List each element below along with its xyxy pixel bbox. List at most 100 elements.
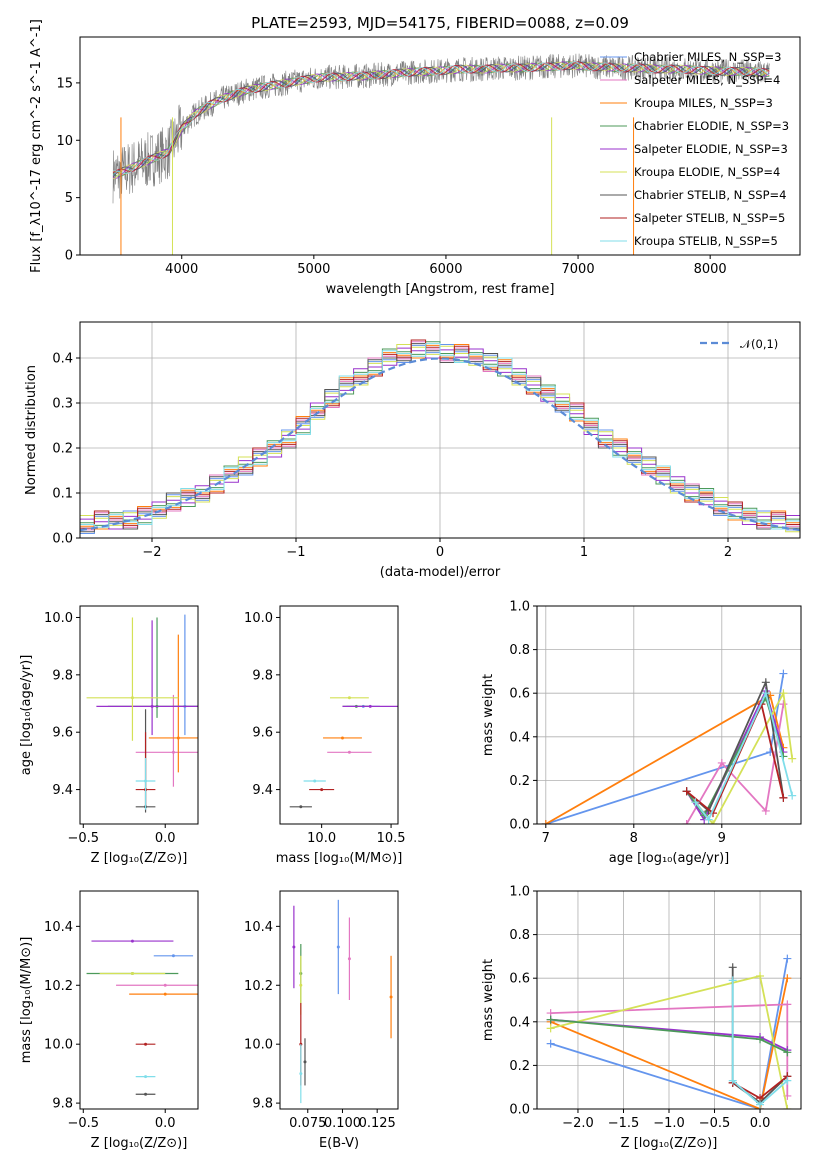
data-point	[130, 696, 134, 700]
x-tick-label: 0.125	[359, 1116, 396, 1131]
x-tick-label: 9	[718, 831, 726, 846]
y-tick-label: 10.2	[244, 979, 273, 994]
y-tick-label: 10.4	[44, 920, 73, 935]
mass-weight-marker	[779, 793, 788, 802]
mass-weight-marker	[783, 1105, 792, 1109]
x-tick-label: 4000	[165, 262, 198, 277]
mass-weight-marker	[783, 1000, 792, 1009]
weight-vs-metallicity-panel: −2.0 −1.5 −1.0 −0.5 0.0 0.0 0.2 0.4 0.6 0.8 1.0 Z […	[481, 885, 802, 1151]
data-point	[347, 750, 351, 754]
data-point	[144, 1092, 148, 1096]
x-tick-label: 0.0	[155, 1116, 176, 1131]
mass-weight-marker	[728, 1076, 737, 1085]
x-tick-label: 7000	[562, 262, 595, 277]
y-tick-label: 10.0	[244, 1038, 273, 1053]
y-axis-label: Normed distribution	[24, 365, 39, 495]
axes-frame	[536, 890, 802, 1110]
mass-weight-marker	[783, 974, 792, 983]
residual-histogram	[80, 343, 800, 538]
data-point	[171, 954, 175, 958]
y-tick-label: 1.0	[509, 600, 530, 615]
model-spectrum-line	[112, 61, 770, 177]
histogram-panel: −2 −1 0 1 2 0.0 0.1 0.2 0.3 0.4 (data-model)/error…	[24, 321, 801, 580]
y-axis-label: age [log₁₀(age/yr)]	[19, 655, 34, 776]
weight-vs-age-panel-plot	[541, 669, 797, 824]
spectrum-panel-plot	[112, 53, 770, 255]
y-tick-label: 9.6	[252, 726, 273, 741]
x-axis-label: (data-model)/error	[380, 565, 501, 580]
data-point	[176, 736, 180, 740]
data-point	[292, 945, 296, 949]
x-axis-label: mass [log₁₀(M/M⊙)]	[276, 851, 403, 866]
age-vs-mass-panel: 10.0 10.5 9.4 9.6 9.8 10.0 mass [log₁₀(M/M⊙)]	[244, 605, 406, 866]
mass-weight-marker	[682, 787, 691, 796]
y-axis-label: mass [log₁₀(M/M⊙)]	[19, 937, 34, 1064]
legend-label: Salpeter ELODIE, N_SSP=3	[634, 142, 788, 156]
y-tick-label: 0.1	[52, 487, 73, 502]
data-point	[340, 736, 344, 740]
x-tick-label: 6000	[429, 262, 462, 277]
x-tick-label: 10.5	[377, 831, 406, 846]
legend-label: Kroupa STELIB, N_SSP=5	[634, 234, 778, 248]
data-point	[303, 1060, 307, 1064]
mass-weight-marker	[788, 754, 797, 763]
mass-weight-marker	[541, 820, 550, 824]
data-point	[150, 704, 154, 708]
x-tick-label: −1.0	[653, 1116, 685, 1131]
mass-weight-marker	[728, 963, 737, 972]
y-axis-label: Flux [f_λ10^-17 erg cm^-2 s^-1 A^-1]	[29, 19, 44, 273]
mass-weight-marker	[779, 689, 788, 698]
x-tick-label: −2	[142, 545, 161, 560]
y-tick-label: 0.4	[509, 1015, 530, 1030]
mass-weight-line	[550, 958, 789, 1109]
mass-weight-line	[550, 978, 789, 1109]
y-tick-label: 0.0	[52, 532, 73, 547]
x-tick-label: 2	[724, 545, 732, 560]
mass-weight-marker	[761, 678, 770, 687]
observed-spectrum	[112, 53, 770, 204]
model-spectrum-line	[112, 61, 770, 174]
axes-frame	[536, 605, 802, 825]
y-tick-label: 10.2	[44, 979, 73, 994]
y-tick-label: 10.0	[44, 1038, 73, 1053]
mass-vs-ebv-panel-plot	[292, 899, 393, 1104]
legend: Chabrier MILES, N_SSP=3 Salpeter MILES, N…	[600, 50, 789, 248]
model-spectrum-line	[112, 61, 770, 175]
mass-weight-marker	[709, 820, 717, 824]
data-point	[163, 992, 167, 996]
age-vs-metallicity-panel: −0.5 0.0 9.4 9.6 9.8 10.0 Z [log₁₀(Z/Z⊙)] age […	[19, 605, 199, 866]
data-point	[320, 788, 324, 792]
mass-weight-marker	[779, 700, 788, 709]
mass-weight-marker	[546, 1024, 555, 1033]
y-tick-label: 10	[56, 134, 73, 149]
data-point	[299, 805, 303, 809]
x-tick-label: 0.100	[324, 1116, 361, 1131]
axes-frame	[79, 605, 199, 825]
x-tick-label: 10.0	[307, 831, 336, 846]
x-tick-label: −0.5	[67, 831, 99, 846]
legend-label: 𝒩(0,1)	[740, 337, 778, 351]
y-tick-label: 9.6	[52, 726, 73, 741]
y-tick-label: 0.4	[52, 352, 73, 367]
y-tick-label: 15	[56, 76, 73, 91]
x-axis-label: Z [log₁₀(Z/Z⊙)]	[621, 1136, 718, 1151]
y-tick-label: 9.8	[52, 1097, 73, 1112]
mass-weight-marker	[779, 669, 788, 678]
data-point	[163, 983, 167, 987]
y-tick-label: 10.4	[244, 920, 273, 935]
y-tick-label: 5	[65, 191, 73, 206]
x-axis-label: wavelength [Angstrom, rest frame]	[326, 282, 555, 297]
y-tick-label: 9.8	[252, 1097, 273, 1112]
mass-weight-marker	[783, 1076, 792, 1085]
mass-weight-marker	[728, 976, 737, 985]
x-tick-label: 0	[436, 545, 444, 560]
x-tick-label: 7	[542, 831, 550, 846]
y-tick-label: 0.3	[52, 397, 73, 412]
x-tick-label: 0.0	[155, 831, 176, 846]
y-axis-label: mass weight	[481, 959, 496, 1041]
data-point	[347, 696, 351, 700]
x-tick-label: −0.5	[67, 1116, 99, 1131]
legend-label: Chabrier STELIB, N_SSP=4	[634, 188, 786, 202]
data-point	[347, 957, 351, 961]
mass-weight-marker	[761, 689, 770, 698]
